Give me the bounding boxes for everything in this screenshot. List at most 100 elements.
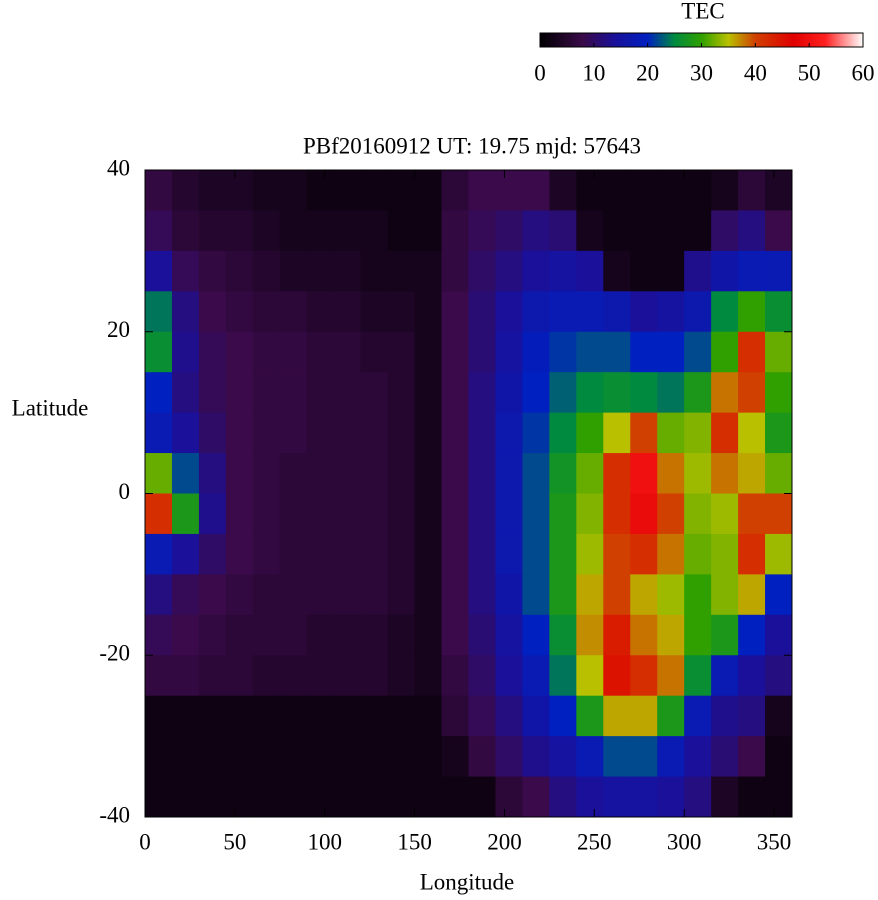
colorbar-swatch (676, 33, 678, 47)
heat-cell (198, 493, 227, 535)
colorbar-swatch (767, 33, 769, 47)
heat-cell (198, 614, 227, 656)
colorbar-swatch (789, 33, 791, 47)
heat-cell (198, 736, 227, 778)
heat-cell (252, 412, 281, 454)
colorbar-swatch (757, 33, 759, 47)
colorbar-swatch (844, 33, 846, 47)
heat-cell (171, 331, 200, 373)
heat-cell (711, 736, 739, 778)
heat-cell (630, 655, 658, 697)
heat-cell (171, 210, 200, 252)
heat-cell (576, 453, 604, 494)
heat-cell (252, 736, 281, 778)
heat-cell (711, 655, 739, 697)
heat-cell (145, 695, 173, 737)
colorbar-swatch (632, 33, 634, 47)
x-tick-label: 350 (757, 829, 792, 854)
heat-cell (360, 493, 389, 535)
colorbar-swatch (607, 33, 609, 47)
colorbar-swatch (821, 33, 823, 47)
y-tick-label: -20 (99, 641, 130, 666)
colorbar-swatch (574, 33, 576, 47)
colorbar-swatch (562, 33, 564, 47)
colorbar-swatch (669, 33, 671, 47)
colorbar-swatch (709, 33, 711, 47)
heat-cell (522, 736, 550, 778)
colorbar-swatch (762, 33, 764, 47)
colorbar-swatch (778, 33, 780, 47)
heat-cell (198, 250, 227, 292)
colorbar-swatch (698, 33, 700, 47)
heat-cell (198, 170, 227, 211)
heat-cell (630, 736, 658, 778)
colorbar-swatch (592, 33, 594, 47)
heat-cell (576, 412, 604, 454)
heat-cell (279, 291, 308, 333)
heat-cell (225, 776, 254, 818)
heat-cell (738, 291, 766, 333)
heat-cell (738, 574, 766, 616)
colorbar-swatch (671, 33, 673, 47)
heat-cell (630, 695, 658, 737)
colorbar-swatch (618, 33, 620, 47)
heat-cell (576, 210, 604, 252)
heat-cell (145, 170, 173, 211)
heat-cell (765, 291, 793, 333)
heat-cell (603, 453, 631, 494)
heat-cell (225, 493, 254, 535)
heat-cell (522, 574, 550, 616)
heat-cell (333, 412, 362, 454)
colorbar-swatch (631, 33, 633, 47)
colorbar-swatch (547, 33, 549, 47)
heat-cell (360, 372, 389, 414)
heat-cell (306, 412, 335, 454)
heat-cell (495, 453, 523, 494)
colorbar-swatch (761, 33, 763, 47)
colorbar-swatch (611, 33, 613, 47)
heat-cell (360, 533, 389, 575)
heat-cell (468, 776, 496, 818)
heat-cell (198, 412, 227, 454)
colorbar-swatch (694, 33, 696, 47)
colorbar-swatch (779, 33, 781, 47)
heat-cell (711, 533, 739, 575)
heat-cell (225, 655, 254, 697)
heat-cell (603, 493, 631, 535)
colorbar-swatch (630, 33, 632, 47)
colorbar-swatch (588, 33, 590, 47)
colorbar-swatch (584, 33, 586, 47)
heat-cell (441, 574, 469, 616)
colorbar-swatch (689, 33, 691, 47)
colorbar-swatch (823, 33, 825, 47)
colorbar-swatch (740, 33, 742, 47)
heat-cell (549, 493, 577, 535)
heat-cell (414, 331, 443, 373)
heat-cell (414, 412, 443, 454)
heat-cell (333, 695, 362, 737)
colorbar-swatch (827, 33, 829, 47)
colorbar-swatch (651, 33, 653, 47)
colorbar-swatch (836, 33, 838, 47)
colorbar-swatch (720, 33, 722, 47)
heat-cell (171, 372, 200, 414)
heat-cell (360, 695, 389, 737)
heat-cell (441, 776, 469, 818)
colorbar-swatch (557, 33, 559, 47)
heat-cell (603, 655, 631, 697)
heat-cell (684, 250, 712, 292)
colorbar-swatch (667, 33, 669, 47)
heat-cell (441, 614, 469, 656)
colorbar-swatch (822, 33, 824, 47)
heat-cell (603, 412, 631, 454)
heat-cell (468, 170, 496, 211)
heat-cell (576, 170, 604, 211)
heat-cell (549, 170, 577, 211)
colorbar-swatch (579, 33, 581, 47)
heat-cell (252, 250, 281, 292)
heat-cell (738, 372, 766, 414)
heat-cell (765, 412, 793, 454)
heat-cell (145, 412, 173, 454)
heat-cell (225, 250, 254, 292)
heat-cell (738, 453, 766, 494)
